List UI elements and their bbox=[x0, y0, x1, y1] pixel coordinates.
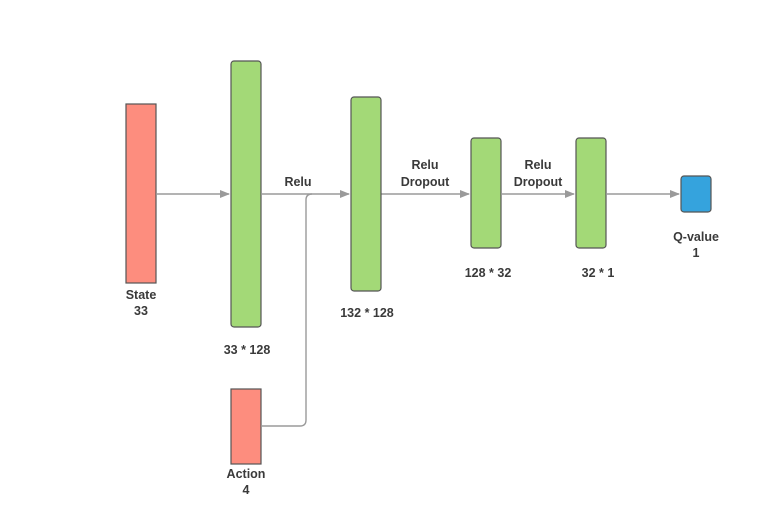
layer3-dims-label: 128 * 32 bbox=[465, 266, 512, 280]
action-label: Action bbox=[227, 467, 266, 481]
action-size-label: 4 bbox=[243, 483, 250, 497]
action-input-box bbox=[230, 388, 262, 465]
state-input-box bbox=[125, 103, 157, 284]
layer3-box bbox=[470, 137, 502, 249]
layer4-box bbox=[575, 137, 607, 249]
output-box bbox=[680, 175, 712, 213]
relu-label-3: Relu bbox=[524, 158, 551, 172]
output-label: Q-value bbox=[673, 230, 719, 244]
state-label: State bbox=[126, 288, 157, 302]
state-size-label: 33 bbox=[134, 304, 148, 318]
relu-label-1: Relu bbox=[284, 175, 311, 189]
dropout-label-3: Dropout bbox=[514, 175, 563, 189]
layer2-dims-label: 132 * 128 bbox=[340, 306, 394, 320]
dropout-label-2: Dropout bbox=[401, 175, 450, 189]
layer2-box bbox=[350, 96, 382, 292]
relu-label-2: Relu bbox=[411, 158, 438, 172]
layer1-box bbox=[230, 60, 262, 328]
edge-action-to-layer2 bbox=[262, 193, 313, 427]
layer1-dims-label: 33 * 128 bbox=[224, 343, 271, 357]
layer4-dims-label: 32 * 1 bbox=[582, 266, 615, 280]
output-size-label: 1 bbox=[693, 246, 700, 260]
